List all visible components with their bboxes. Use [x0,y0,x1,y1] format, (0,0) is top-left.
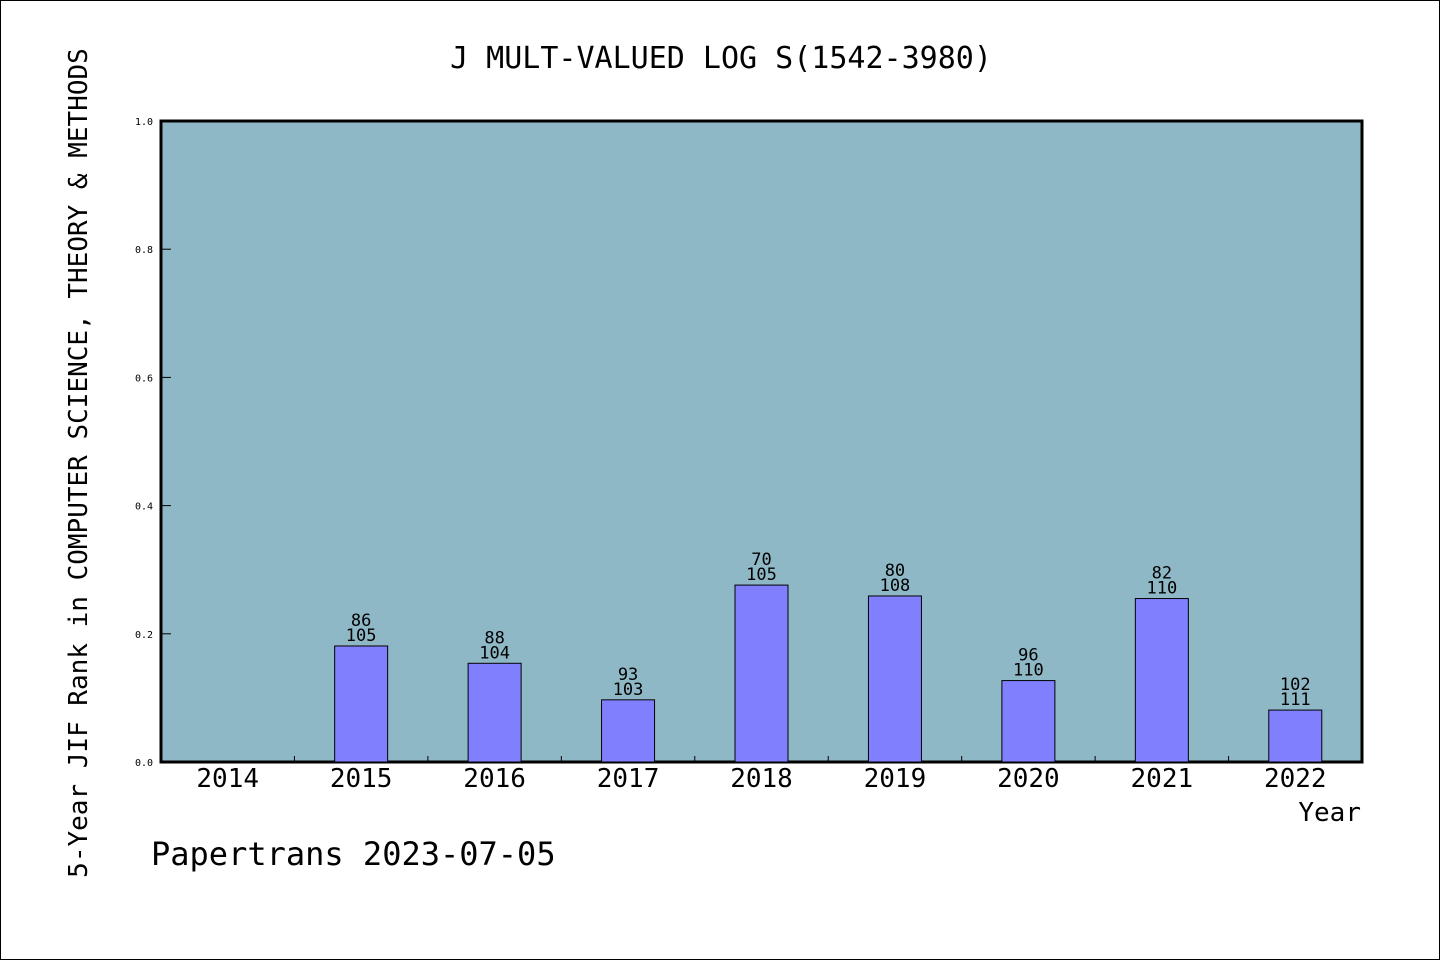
y-tick-label: 0.8 [135,245,153,256]
bar-2020 [1001,680,1056,763]
y-axis-label: 5-Year JIF Rank in COMPUTER SCIENCE, THE… [64,48,94,878]
bar-2016 [467,662,522,763]
bar-rank-label-2022: 102 [1280,675,1311,695]
footer-credit: Papertrans 2023-07-05 [151,835,556,873]
bar-rank-label-2015: 86 [351,611,371,631]
chart-title: J MULT-VALUED LOG S(1542-3980) [450,41,992,76]
bar-total-label-2020: 110 [1013,661,1044,681]
x-tick-label: 2017 [597,764,660,794]
y-tick-label: 0.2 [135,630,153,641]
bar-total-label-2015: 105 [346,626,377,646]
x-tick-label: 2019 [864,764,927,794]
bar-rank-label-2019: 80 [885,561,905,581]
bar-2022 [1268,709,1323,763]
y-tick-label: 0.6 [135,373,153,384]
x-axis-label: Year [1298,798,1361,828]
bar-2015 [334,645,389,763]
x-tick-label: 2021 [1131,764,1194,794]
x-tick-label: 2018 [730,764,793,794]
bar-total-label-2022: 111 [1280,690,1311,710]
bar-total-label-2017: 103 [613,680,644,700]
bar-rank-label-2016: 88 [484,628,504,648]
x-tick-label: 2014 [196,764,259,794]
bar-2021 [1134,598,1189,763]
bar-rank-label-2017: 93 [618,665,638,685]
x-tick-label: 2022 [1264,764,1327,794]
y-tick-label: 0.4 [135,502,153,513]
bar-2019 [867,595,922,763]
bar-total-label-2019: 108 [880,576,911,596]
y-tick-label: 1.0 [135,117,153,128]
x-tick-label: 2016 [463,764,526,794]
x-tick-label: 2020 [997,764,1060,794]
y-tick-label: 0.0 [135,758,153,769]
bar-rank-label-2018: 70 [751,550,771,570]
bar-total-label-2021: 110 [1146,579,1177,599]
bar-2018 [734,584,789,763]
x-tick-label: 2015 [330,764,393,794]
bar-total-label-2018: 105 [746,565,777,585]
bar-rank-label-2020: 96 [1018,646,1038,666]
bar-2017 [601,699,656,763]
bar-total-label-2016: 104 [479,643,510,663]
bar-rank-label-2021: 82 [1152,564,1172,584]
